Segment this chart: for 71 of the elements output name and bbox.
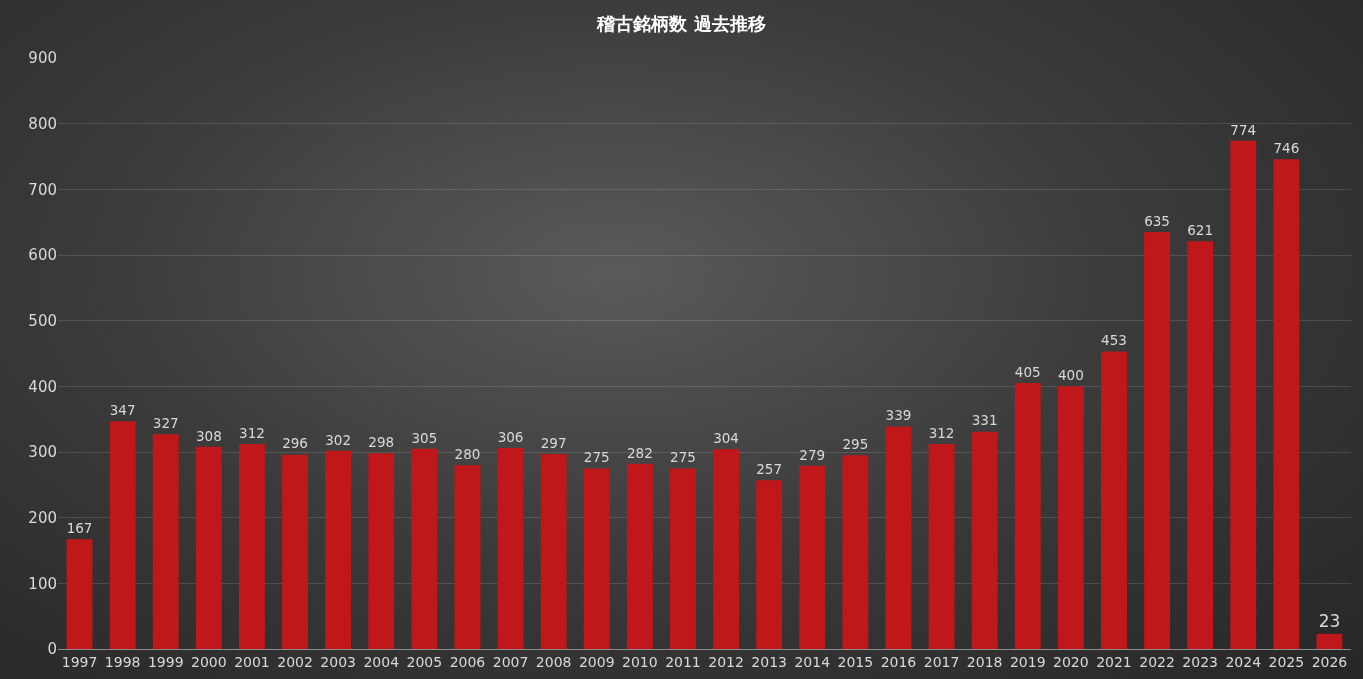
x-tick-label: 2026 xyxy=(1311,653,1348,670)
x-tick-label: 2013 xyxy=(751,653,787,670)
data-label: 400 xyxy=(1057,367,1084,384)
x-tick-label: 2020 xyxy=(1053,653,1089,670)
x-tick-label: 2010 xyxy=(622,653,658,670)
data-label: 275 xyxy=(583,449,610,466)
y-tick-label: 600 xyxy=(28,246,57,265)
x-tick-label: 2017 xyxy=(923,653,960,670)
x-tick-label: 2015 xyxy=(837,653,874,670)
y-tick-label: 100 xyxy=(28,574,57,593)
x-tick-label: 2016 xyxy=(880,653,917,670)
data-label: 331 xyxy=(971,412,998,429)
data-label: 305 xyxy=(411,429,438,446)
data-label: 282 xyxy=(626,444,653,461)
x-tick-label: 1998 xyxy=(104,653,141,670)
data-label: 774 xyxy=(1230,121,1257,138)
data-label: 304 xyxy=(713,430,739,447)
data-label: 280 xyxy=(454,445,481,462)
data-label: 306 xyxy=(497,428,524,445)
y-tick-label: 300 xyxy=(28,443,57,462)
data-label: 298 xyxy=(368,434,395,451)
data-label: 23 xyxy=(1318,610,1341,631)
x-tick-label: 2003 xyxy=(320,653,356,670)
y-tick-label: 700 xyxy=(28,180,57,199)
x-tick-label: 2001 xyxy=(234,653,270,670)
x-tick-label: 2000 xyxy=(191,653,227,670)
data-label: 295 xyxy=(842,436,869,453)
data-label: 746 xyxy=(1273,139,1300,156)
data-label: 347 xyxy=(109,401,136,418)
x-tick-label: 2009 xyxy=(578,653,615,670)
data-label: 339 xyxy=(885,407,912,424)
x-tick-label: 2002 xyxy=(277,653,313,670)
data-label: 453 xyxy=(1101,332,1127,349)
x-tick-label: 2006 xyxy=(449,653,486,670)
x-tick-label: 2012 xyxy=(708,653,744,670)
x-tick-label: 2008 xyxy=(535,653,572,670)
data-label: 312 xyxy=(928,424,955,441)
x-tick-label: 2005 xyxy=(406,653,443,670)
data-label: 279 xyxy=(799,446,826,463)
data-label: 405 xyxy=(1014,363,1041,380)
x-tick-label: 2007 xyxy=(492,653,529,670)
data-label: 308 xyxy=(195,427,222,444)
data-label: 297 xyxy=(540,434,567,451)
data-label: 312 xyxy=(239,424,265,441)
x-tick-label: 2018 xyxy=(966,653,1003,670)
y-tick-label: 800 xyxy=(28,114,57,133)
y-tick-label: 500 xyxy=(28,311,57,330)
y-tick-label: 400 xyxy=(28,377,57,396)
data-label: 327 xyxy=(152,415,179,432)
y-tick-label: 900 xyxy=(28,49,57,68)
data-label: 302 xyxy=(325,431,352,448)
x-tick-label: 2025 xyxy=(1268,653,1305,670)
x-tick-label: 2022 xyxy=(1139,653,1175,670)
data-label: 296 xyxy=(282,435,308,452)
x-tick-label: 2019 xyxy=(1009,653,1046,670)
x-tick-label: 2004 xyxy=(363,653,400,670)
data-label: 635 xyxy=(1144,212,1170,229)
x-tick-label: 1997 xyxy=(61,653,98,670)
data-label: 257 xyxy=(756,461,783,478)
x-tick-label: 2014 xyxy=(794,653,831,670)
x-tick-label: 2021 xyxy=(1096,653,1132,670)
y-tick-label: 200 xyxy=(28,508,57,527)
x-tick-label: 2024 xyxy=(1225,653,1262,670)
data-label: 621 xyxy=(1187,222,1214,239)
x-tick-label: 2023 xyxy=(1182,653,1218,670)
x-tick-label: 2011 xyxy=(665,653,701,670)
x-tick-label: 1999 xyxy=(147,653,184,670)
y-tick-label: 0 xyxy=(47,640,57,659)
data-label: 275 xyxy=(670,449,696,466)
chart-title: 稽古銘柄数 過去推移 xyxy=(596,12,766,34)
data-label: 167 xyxy=(66,520,93,537)
